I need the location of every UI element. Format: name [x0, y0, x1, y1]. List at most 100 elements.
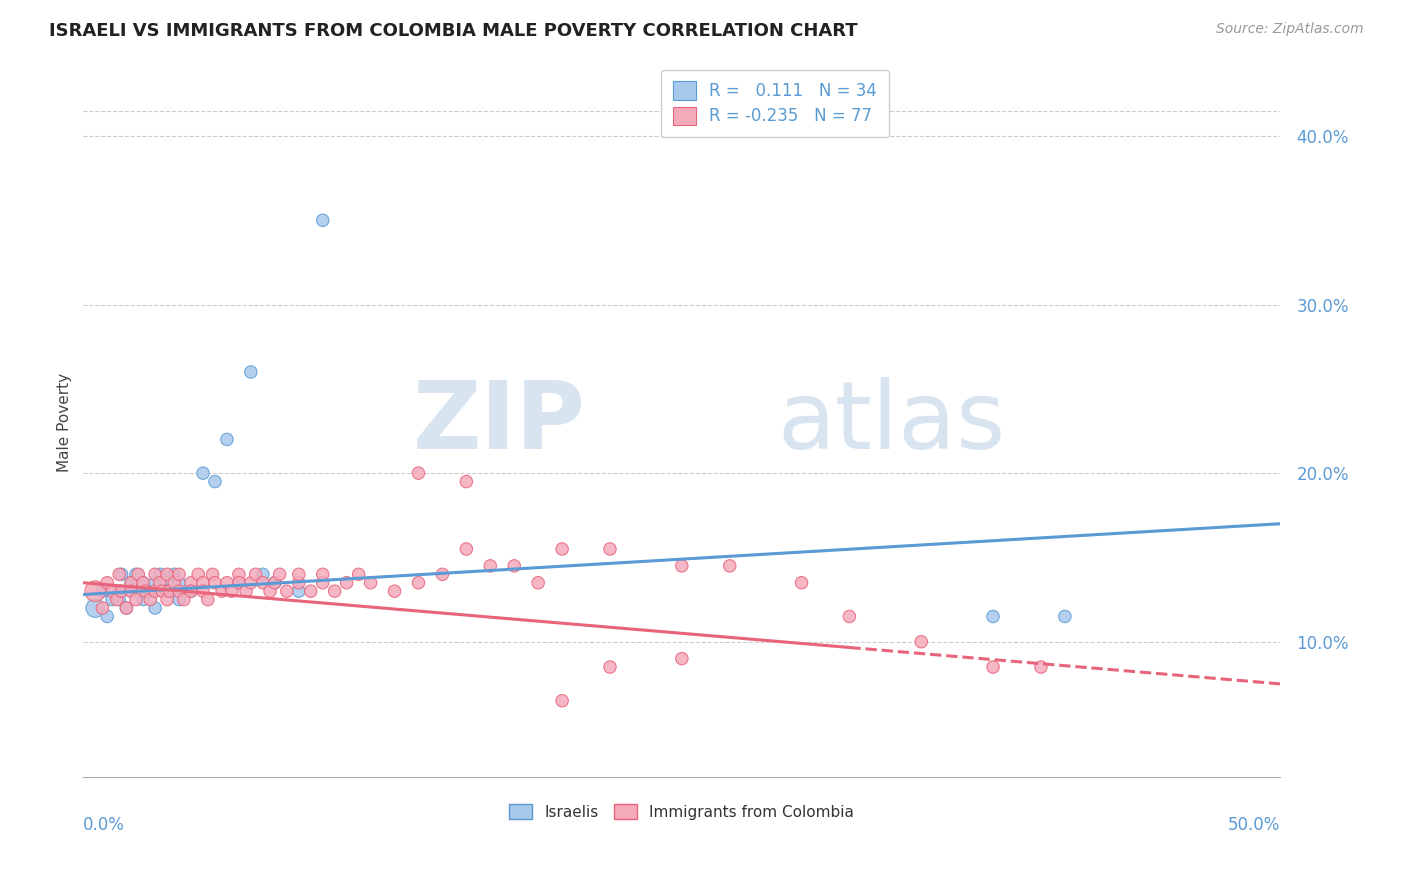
Point: [276, 584, 298, 599]
Point: [456, 541, 478, 556]
Point: [91, 601, 114, 615]
Point: [143, 584, 166, 599]
Point: [180, 584, 202, 599]
Point: [120, 584, 142, 599]
Text: ZIP: ZIP: [413, 376, 586, 468]
Point: [143, 567, 166, 582]
Point: [127, 567, 149, 582]
Point: [599, 660, 621, 674]
Point: [96, 575, 118, 590]
Point: [173, 592, 195, 607]
Text: Source: ZipAtlas.com: Source: ZipAtlas.com: [1216, 22, 1364, 37]
Point: [221, 584, 243, 599]
Point: [191, 575, 214, 590]
Point: [197, 592, 219, 607]
Point: [120, 584, 142, 599]
Point: [599, 541, 621, 556]
Point: [718, 558, 741, 573]
Point: [110, 584, 132, 599]
Point: [1029, 660, 1052, 674]
Point: [167, 567, 190, 582]
Point: [287, 567, 309, 582]
Point: [252, 567, 274, 582]
Point: [981, 609, 1004, 624]
Point: [108, 584, 131, 599]
Point: [910, 634, 932, 648]
Point: [981, 660, 1004, 674]
Point: [838, 609, 860, 624]
Point: [115, 601, 138, 615]
Point: [551, 541, 574, 556]
Point: [108, 567, 131, 582]
Point: [1053, 609, 1076, 624]
Point: [527, 575, 550, 590]
Point: [132, 575, 155, 590]
Point: [156, 575, 179, 590]
Text: 0.0%: 0.0%: [83, 815, 125, 833]
Point: [143, 601, 166, 615]
Point: [204, 575, 226, 590]
Text: 50.0%: 50.0%: [1227, 815, 1281, 833]
Point: [239, 365, 262, 379]
Point: [239, 575, 262, 590]
Point: [125, 567, 148, 582]
Point: [259, 584, 281, 599]
Point: [287, 584, 309, 599]
Point: [163, 567, 186, 582]
Point: [115, 601, 138, 615]
Point: [191, 466, 214, 480]
Legend: Israelis, Immigrants from Colombia: Israelis, Immigrants from Colombia: [503, 797, 860, 826]
Point: [235, 584, 257, 599]
Point: [215, 433, 238, 447]
Point: [120, 575, 142, 590]
Point: [503, 558, 526, 573]
Point: [323, 584, 346, 599]
Point: [91, 584, 114, 599]
Point: [96, 609, 118, 624]
Point: [187, 567, 209, 582]
Point: [211, 584, 233, 599]
Point: [479, 558, 502, 573]
Point: [110, 567, 132, 582]
Point: [101, 584, 124, 599]
Point: [312, 575, 335, 590]
Point: [167, 584, 190, 599]
Point: [167, 575, 190, 590]
Point: [163, 575, 186, 590]
Point: [156, 592, 179, 607]
Point: [228, 567, 250, 582]
Point: [135, 584, 157, 599]
Point: [149, 567, 172, 582]
Point: [120, 575, 142, 590]
Point: [101, 592, 124, 607]
Point: [347, 567, 370, 582]
Point: [139, 592, 162, 607]
Point: [312, 213, 335, 227]
Point: [312, 567, 335, 582]
Point: [287, 575, 309, 590]
Point: [456, 475, 478, 489]
Point: [263, 575, 285, 590]
Point: [551, 694, 574, 708]
Point: [245, 567, 267, 582]
Point: [408, 466, 430, 480]
Point: [432, 567, 454, 582]
Point: [156, 567, 179, 582]
Point: [252, 575, 274, 590]
Point: [132, 592, 155, 607]
Point: [143, 575, 166, 590]
Point: [156, 584, 179, 599]
Point: [149, 575, 172, 590]
Point: [215, 575, 238, 590]
Point: [159, 584, 181, 599]
Point: [191, 584, 214, 599]
Point: [204, 475, 226, 489]
Point: [105, 592, 128, 607]
Point: [790, 575, 813, 590]
Point: [201, 567, 224, 582]
Point: [269, 567, 291, 582]
Point: [671, 651, 693, 665]
Point: [228, 575, 250, 590]
Text: atlas: atlas: [778, 376, 1005, 468]
Point: [180, 584, 202, 599]
